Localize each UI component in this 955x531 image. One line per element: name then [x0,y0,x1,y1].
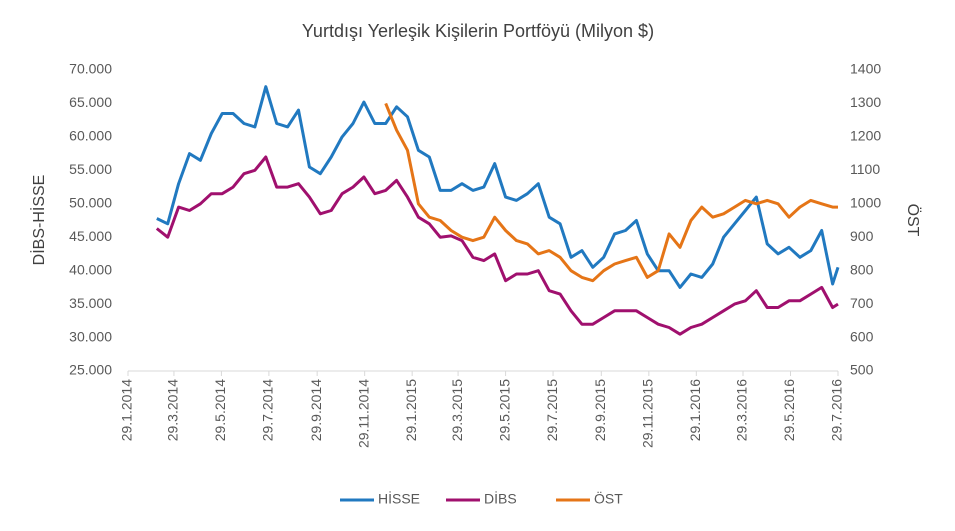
y2-tick-label: 500 [850,362,874,378]
x-tick-label: 29.9.2015 [592,379,608,441]
x-tick-label: 29.7.2015 [544,379,560,441]
legend-label: HİSSE [378,490,420,507]
y-tick-label: 40.000 [69,261,112,277]
y-tick-label: 45.000 [69,228,112,244]
x-tick-label: 29.3.2015 [449,379,465,441]
legend-label: ÖST [594,490,623,507]
x-tick-label: 29.3.2014 [165,379,181,441]
x-tick-label: 29.5.2014 [212,379,228,441]
x-tick-label: 29.7.2016 [829,379,845,441]
x-tick-label: 29.5.2015 [496,379,512,441]
y-tick-label: 50.000 [69,194,112,210]
x-tick-label: 29.3.2016 [734,379,750,441]
series-line [156,85,840,289]
y-tick-label: 65.000 [69,94,112,110]
x-tick-label: 29.11.2014 [355,379,371,448]
y2-tick-label: 700 [850,295,874,311]
x-tick-label: 29.1.2016 [687,379,703,441]
chart-title: Yurtdışı Yerleşik Kişilerin Portföyü (Mi… [302,21,654,41]
x-tick-label: 29.9.2014 [308,379,324,441]
y-tick-label: 55.000 [69,161,112,177]
y2-tick-label: 800 [850,261,874,277]
legend-label: DİBS [484,490,517,507]
y-tick-label: 25.000 [69,362,112,378]
y2-tick-label: 1400 [850,61,881,77]
y-tick-label: 35.000 [69,295,112,311]
y2-tick-label: 1100 [850,161,880,177]
x-tick-label: 29.1.2014 [119,379,135,441]
y2-axis-title: ÖST [904,204,922,237]
x-tick-label: 29.7.2014 [260,379,276,441]
y-tick-label: 60.000 [69,128,112,144]
y2-tick-label: 1200 [850,128,881,144]
x-tick-label: 29.11.2015 [640,379,656,448]
y2-tick-label: 900 [850,228,874,244]
y-axis-title: DİBS-HİSSE [29,175,48,266]
x-tick-label: 29.1.2015 [403,379,419,441]
series-line [384,102,838,283]
y2-tick-label: 1000 [850,194,881,210]
y-tick-label: 30.000 [69,328,112,344]
series-line [155,155,839,336]
y2-tick-label: 1300 [850,94,881,110]
y2-tick-label: 600 [850,328,874,344]
x-tick-label: 29.5.2016 [781,379,797,441]
y-tick-label: 70.000 [69,61,112,77]
